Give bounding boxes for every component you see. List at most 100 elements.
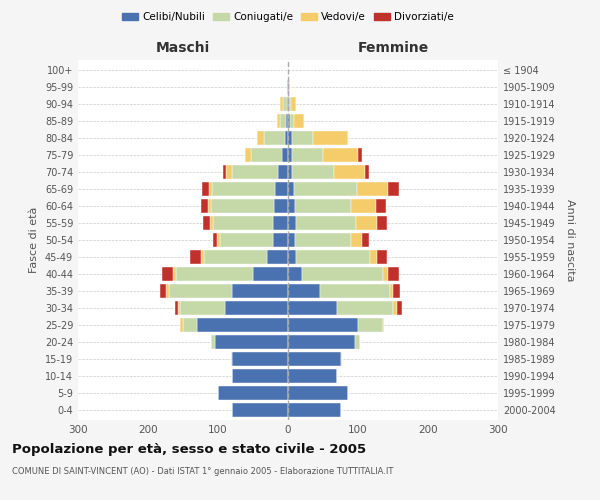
Bar — [355, 334, 360, 349]
Bar — [280, 97, 283, 112]
Bar — [208, 199, 211, 214]
Bar — [215, 334, 288, 349]
Bar — [351, 199, 376, 214]
Bar — [389, 284, 393, 298]
Bar — [280, 114, 286, 128]
Bar — [204, 250, 267, 264]
Bar — [263, 131, 284, 146]
Bar — [295, 199, 351, 214]
Bar — [288, 233, 295, 247]
Bar — [211, 334, 215, 349]
Bar — [393, 300, 397, 315]
Bar — [272, 233, 288, 247]
Bar — [178, 300, 179, 315]
Bar — [179, 300, 225, 315]
Bar — [190, 250, 200, 264]
Bar — [290, 114, 293, 128]
Bar — [351, 233, 361, 247]
Bar — [288, 80, 289, 94]
Bar — [295, 233, 351, 247]
Bar — [217, 233, 220, 247]
Bar — [225, 300, 288, 315]
Bar — [220, 233, 272, 247]
Bar — [209, 216, 213, 230]
Bar — [356, 182, 388, 196]
Bar — [296, 216, 356, 230]
Bar — [288, 352, 341, 366]
Bar — [358, 148, 361, 162]
Bar — [213, 216, 272, 230]
Bar — [183, 318, 197, 332]
Bar — [179, 318, 183, 332]
Bar — [288, 368, 337, 383]
Bar — [277, 165, 288, 180]
Bar — [232, 352, 288, 366]
Bar — [232, 368, 288, 383]
Y-axis label: Fasce di età: Fasce di età — [29, 207, 39, 273]
Bar — [211, 199, 274, 214]
Bar — [323, 148, 358, 162]
Bar — [200, 199, 208, 214]
Bar — [288, 402, 341, 417]
Bar — [267, 250, 288, 264]
Bar — [288, 199, 295, 214]
Bar — [388, 182, 398, 196]
Bar — [302, 266, 383, 281]
Bar — [288, 131, 292, 146]
Bar — [383, 318, 384, 332]
Text: Femmine: Femmine — [358, 41, 428, 55]
Bar — [376, 199, 386, 214]
Bar — [169, 284, 232, 298]
Bar — [334, 165, 365, 180]
Bar — [288, 182, 293, 196]
Bar — [377, 250, 388, 264]
Bar — [197, 318, 288, 332]
Bar — [292, 148, 323, 162]
Bar — [223, 165, 226, 180]
Bar — [313, 131, 347, 146]
Bar — [200, 250, 204, 264]
Bar — [288, 148, 292, 162]
Bar — [383, 266, 388, 281]
Bar — [365, 165, 368, 180]
Bar — [275, 182, 288, 196]
Bar — [232, 284, 288, 298]
Bar — [288, 165, 292, 180]
Bar — [166, 284, 169, 298]
Bar — [293, 114, 304, 128]
Legend: Celibi/Nubili, Coniugati/e, Vedovi/e, Divorziati/e: Celibi/Nubili, Coniugati/e, Vedovi/e, Di… — [118, 8, 458, 26]
Bar — [213, 233, 217, 247]
Bar — [289, 80, 290, 94]
Bar — [288, 250, 296, 264]
Bar — [209, 182, 212, 196]
Bar — [341, 352, 342, 366]
Bar — [175, 300, 178, 315]
Bar — [232, 402, 288, 417]
Bar — [320, 284, 389, 298]
Bar — [253, 266, 288, 281]
Bar — [286, 114, 288, 128]
Text: Maschi: Maschi — [156, 41, 210, 55]
Bar — [212, 182, 275, 196]
Bar — [293, 182, 356, 196]
Bar — [296, 250, 370, 264]
Bar — [284, 131, 288, 146]
Bar — [288, 386, 347, 400]
Bar — [274, 199, 288, 214]
Bar — [287, 97, 288, 112]
Bar — [226, 165, 232, 180]
Bar — [288, 266, 302, 281]
Bar — [257, 131, 263, 146]
Bar — [388, 266, 398, 281]
Bar — [361, 233, 368, 247]
Bar — [251, 148, 283, 162]
Bar — [162, 266, 173, 281]
Bar — [232, 165, 277, 180]
Bar — [288, 318, 358, 332]
Bar — [283, 97, 287, 112]
Bar — [203, 216, 209, 230]
Bar — [288, 284, 320, 298]
Bar — [173, 266, 176, 281]
Bar — [202, 182, 209, 196]
Bar — [272, 216, 288, 230]
